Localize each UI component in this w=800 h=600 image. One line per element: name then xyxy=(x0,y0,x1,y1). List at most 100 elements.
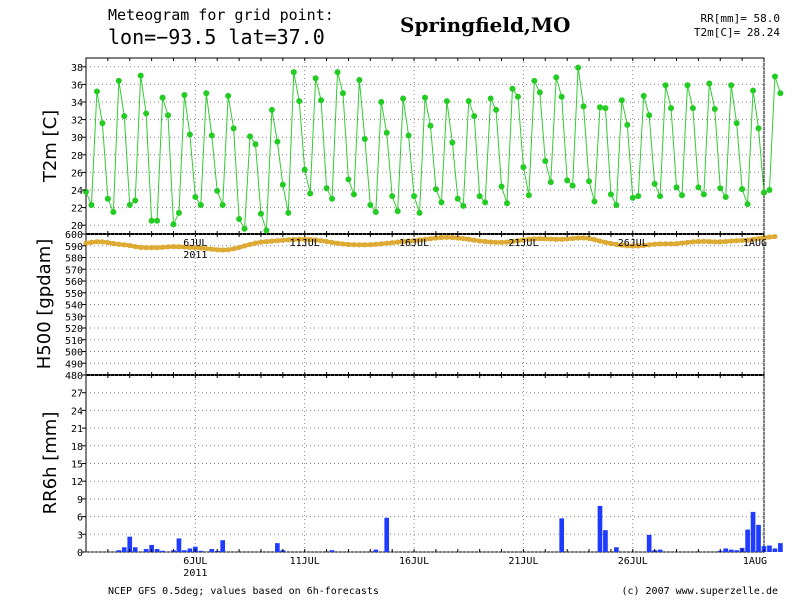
geopotential-point xyxy=(630,243,636,249)
x-year-label: 2011 xyxy=(183,250,207,261)
geopotential-point xyxy=(318,238,324,244)
temperature-point xyxy=(487,95,494,102)
geopotential-point xyxy=(477,238,483,244)
geopotential-point xyxy=(444,234,450,240)
y-tick-label: 38 xyxy=(71,63,83,74)
y-tick-label: 22 xyxy=(71,204,83,215)
geopotential-point xyxy=(165,244,171,250)
temperature-point xyxy=(624,121,631,128)
temperature-point xyxy=(504,200,511,207)
geopotential-point xyxy=(695,238,701,245)
precipitation-bar xyxy=(149,544,154,552)
y-tick-label: 24 xyxy=(71,186,83,197)
geopotential-point xyxy=(761,235,767,241)
temperature-point xyxy=(279,181,286,188)
temperature-point xyxy=(247,133,254,140)
geopotential-point xyxy=(170,243,177,250)
temperature-point xyxy=(252,141,259,148)
temperature-point xyxy=(596,104,603,111)
geopotential-point xyxy=(772,233,778,240)
temperature-point xyxy=(88,201,95,208)
geopotential-point xyxy=(488,239,494,245)
temperature-point xyxy=(662,82,669,89)
precipitation-bar xyxy=(559,518,565,552)
temperature-point xyxy=(607,191,614,198)
precipitation-bar xyxy=(116,550,122,552)
geopotential-point xyxy=(586,235,592,242)
geopotential-point xyxy=(646,242,652,248)
precipitation-bar xyxy=(154,549,160,552)
temperature-point xyxy=(761,189,767,196)
geopotential-point xyxy=(570,235,576,242)
temperature-point xyxy=(509,85,516,92)
geopotential-point xyxy=(307,236,313,243)
x-date-label: 16JUL xyxy=(399,556,429,567)
temperature-point xyxy=(225,92,232,99)
geopotential-point xyxy=(231,246,237,252)
y-tick-label: 36 xyxy=(71,80,83,91)
geopotential-point xyxy=(498,239,505,245)
y-tick-label: 590 xyxy=(65,242,83,253)
geopotential-point xyxy=(220,247,226,253)
geopotential-point xyxy=(378,241,384,247)
x-date-label: 11JUL xyxy=(290,556,320,567)
temperature-point xyxy=(591,198,598,205)
precipitation-bar xyxy=(187,548,193,552)
temperature-point xyxy=(547,179,554,186)
temperature-point xyxy=(181,91,188,98)
temperature-point xyxy=(553,74,560,81)
temperature-point xyxy=(438,199,445,206)
temperature-point xyxy=(695,184,702,191)
axis-layer: 2022242628303234363848049050051052053054… xyxy=(65,58,767,579)
temperature-point xyxy=(143,110,150,117)
temperature-point xyxy=(137,72,144,79)
geopotential-point xyxy=(214,247,220,253)
geopotential-point xyxy=(143,245,149,251)
geopotential-point xyxy=(241,243,248,249)
precipitation-bar xyxy=(182,550,187,552)
precipitation-bar xyxy=(121,547,127,552)
temperature-point xyxy=(777,90,784,97)
precipitation-bar xyxy=(723,548,729,552)
temperature-point xyxy=(378,99,385,105)
temperature-point xyxy=(301,166,308,173)
temperature-point xyxy=(154,217,161,224)
temperature-point xyxy=(476,193,483,200)
temperature-point xyxy=(274,138,281,145)
geopotential-point xyxy=(728,238,734,244)
temperature-point xyxy=(126,201,133,208)
temperature-point xyxy=(132,197,139,204)
temperature-point xyxy=(241,225,248,232)
temperature-point xyxy=(268,106,275,113)
geopotential-point xyxy=(121,242,127,248)
temperature-point xyxy=(148,217,155,224)
x-date-label: 21JUL xyxy=(508,238,538,249)
geopotential-point xyxy=(258,239,264,245)
temperature-point xyxy=(575,64,582,71)
y-tick-label: 580 xyxy=(65,254,83,265)
temperature-point xyxy=(110,209,117,215)
geopotential-point xyxy=(706,239,712,245)
x-date-label: 6JUL xyxy=(183,556,207,567)
geopotential-point xyxy=(635,243,641,249)
geopotential-point xyxy=(766,234,773,240)
geopotential-point xyxy=(274,238,280,244)
temperature-point xyxy=(285,209,292,216)
geopotential-point xyxy=(198,245,204,251)
temperature-point xyxy=(640,92,647,99)
y-tick-label: 27 xyxy=(71,389,83,400)
precipitation-bar xyxy=(756,524,761,552)
temperature-point xyxy=(673,184,680,191)
location-name: Springfield,MO xyxy=(400,13,570,37)
geopotential-point xyxy=(553,236,559,242)
temperature-point xyxy=(121,113,128,120)
geopotential-point xyxy=(225,247,231,253)
y-tick-label: 0 xyxy=(77,548,83,559)
precipitation-bar xyxy=(160,550,165,552)
temperature-point xyxy=(236,216,243,223)
x-date-label: 21JUL xyxy=(508,556,538,567)
temperature-point xyxy=(586,178,593,185)
geopotential-point xyxy=(433,235,439,241)
temperature-point xyxy=(449,139,456,146)
geopotential-point xyxy=(236,244,242,250)
